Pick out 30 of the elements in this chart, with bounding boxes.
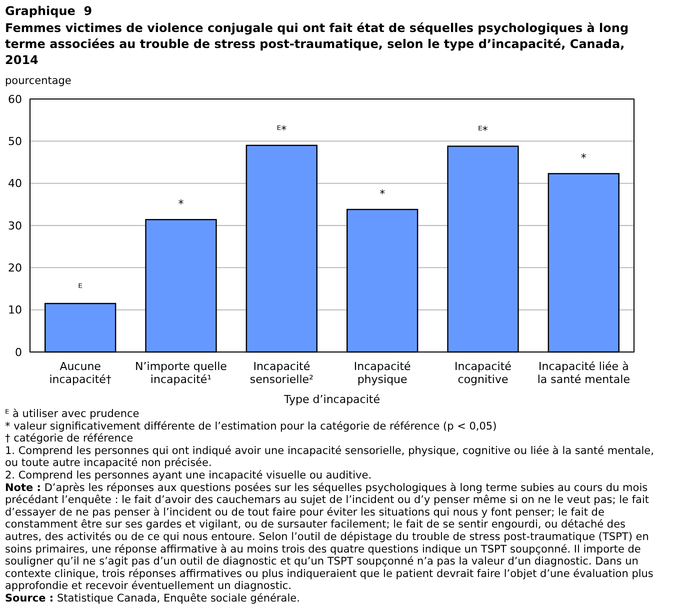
text: 1. Comprend les personnes qui ont indiqué avoir une incapacité sensorielle, physique, cognitive ou liée à la santé mentale, ou toute autre incapacité non précisée. xyxy=(5,444,654,470)
x-axis-title: Type d’incapacité xyxy=(283,393,380,406)
y-tick-label: 40 xyxy=(8,177,22,190)
chart-title: Graphique 9 xyxy=(5,4,92,18)
data-label: ᴱ* xyxy=(276,123,288,136)
x-tick-label: Incapacité cognitive xyxy=(454,360,512,386)
source-note: Source : Statistique Canada, Enquête sociale générale. xyxy=(5,592,300,604)
data-label: * xyxy=(178,198,184,211)
data-label: ᴱ xyxy=(78,282,83,295)
data-label: * xyxy=(580,152,587,165)
chart-subtitle: Femmes victimes de violence conjugale qui ont fait état de séquelles psychologiques à long terme associées au trouble de stress post-traumatique, selon le type d’incapacité, Canada, 2014 xyxy=(5,21,629,67)
y-tick-label: 0 xyxy=(15,346,22,359)
text: * valeur significativement différente de l’estimation pour la catégorie de référence (p < 0,05) xyxy=(5,420,497,432)
y-tick-label: 50 xyxy=(8,135,22,148)
text: † catégorie de référence xyxy=(5,432,134,445)
y-tick-label: 60 xyxy=(8,92,22,106)
y-tick-label: 20 xyxy=(8,262,22,275)
text: ᴱ à utiliser avec prudence xyxy=(5,408,140,420)
y-axis-title: pourcentage xyxy=(5,75,72,87)
y-tick-label: 10 xyxy=(8,304,22,317)
y-tick-label: 30 xyxy=(8,219,22,232)
x-tick-label: Aucune incapacité† xyxy=(49,360,112,386)
x-tick-label: Incapacité physique xyxy=(354,360,412,386)
text: 2. Comprend les personnes ayant une incapacité visuelle ou auditive. xyxy=(5,470,372,482)
text: Note : D’après les réponses aux questions posées sur les séquelles psychologiques à long terme subies au cours du mois précédant l’enquête : le fait d’avoir des cauchemars au sujet de l’incident ou d’y penser même si on ne le veut pas; le fait d’essayer de ne pas penser à l’incident ou de tout faire pour éviter les situations qui nous y font penser; le fait de constamment être sur ses gardes et vigilant, ou de sursauter facilement; le fait de se sentir engourdi, ou détaché des autres, des activités ou de ce qui nous entoure. Selon l’outil de dépistage du trouble de stress post-traumatique (TSPT) en soins primaires, une réponse affirmative à au moins trois des quatre questions indique un TSPT soupçonné. Il importe de souligner qu’il ne s’agit pas d’un outil de diagnostic et qu’un TSPT soupçonné n’a pas la valeur d’un diagnostic. Dans un contexte clinique, trois réponses affirmatives ou plus indiqueraient que le patient devrait faire l’objet d’une évaluation plus approfondie et recevoir éventuellement un diagnostic. xyxy=(5,482,654,592)
x-tick-label: N’importe quelle incapacité¹ xyxy=(135,360,228,386)
data-label: ᴱ* xyxy=(478,124,488,138)
x-tick-label: Incapacité liée à la santé mentale xyxy=(537,360,630,386)
data-label: * xyxy=(380,187,386,200)
x-tick-label: Incapacité sensorielle² xyxy=(250,360,314,386)
